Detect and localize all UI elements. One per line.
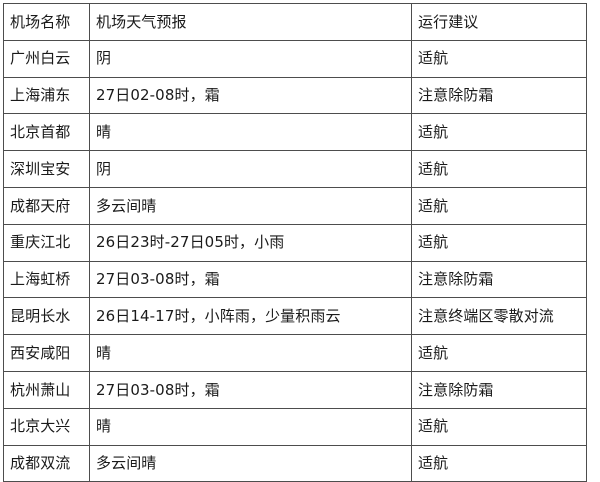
airport-weather-table-container: 机场名称 机场天气预报 运行建议 广州白云 阴 适航 上海浦东 27日02-08… [3,3,587,482]
table-row: 广州白云 阴 适航 [3,39,587,78]
cell-forecast: 多云间晴 [89,444,412,482]
airport-weather-table: 机场名称 机场天气预报 运行建议 广州白云 阴 适航 上海浦东 27日02-08… [3,3,587,482]
table-row: 重庆江北 26日23时-27日05时，小雨 适航 [3,223,587,262]
cell-advice: 适航 [411,186,587,225]
cell-advice: 注意除防霜 [411,370,587,409]
cell-forecast: 27日02-08时，霜 [89,76,412,115]
cell-advice: 注意除防霜 [411,76,587,115]
cell-airport: 北京大兴 [3,407,90,446]
table-row: 成都天府 多云间晴 适航 [3,186,587,225]
cell-forecast: 晴 [89,407,412,446]
cell-advice: 适航 [411,223,587,262]
cell-advice: 注意除防霜 [411,260,587,299]
table-row: 上海浦东 27日02-08时，霜 注意除防霜 [3,76,587,115]
table-row: 北京大兴 晴 适航 [3,407,587,446]
table-row: 北京首都 晴 适航 [3,113,587,152]
table-row: 成都双流 多云间晴 适航 [3,444,587,482]
table-body: 广州白云 阴 适航 上海浦东 27日02-08时，霜 注意除防霜 北京首都 晴 … [3,39,587,482]
table-row: 西安咸阳 晴 适航 [3,334,587,372]
cell-airport: 成都天府 [3,186,90,225]
cell-forecast: 晴 [89,334,412,372]
table-row: 上海虹桥 27日03-08时，霜 注意除防霜 [3,260,587,299]
cell-forecast: 多云间晴 [89,186,412,225]
cell-airport: 上海虹桥 [3,260,90,299]
cell-airport: 杭州萧山 [3,370,90,409]
cell-airport: 深圳宝安 [3,150,90,188]
table-row: 杭州萧山 27日03-08时，霜 注意除防霜 [3,370,587,409]
cell-airport: 广州白云 [3,39,90,78]
cell-airport: 成都双流 [3,444,90,482]
cell-airport: 重庆江北 [3,223,90,262]
cell-advice: 适航 [411,39,587,78]
cell-airport: 上海浦东 [3,76,90,115]
cell-advice: 适航 [411,334,587,372]
cell-airport: 昆明长水 [3,297,90,336]
table-row: 昆明长水 26日14-17时，小阵雨，少量积雨云 注意终端区零散对流 [3,297,587,336]
cell-forecast: 阴 [89,39,412,78]
cell-airport: 西安咸阳 [3,334,90,372]
cell-forecast: 26日14-17时，小阵雨，少量积雨云 [89,297,412,336]
cell-advice: 适航 [411,113,587,152]
column-header-forecast: 机场天气预报 [89,3,412,41]
cell-airport: 北京首都 [3,113,90,152]
cell-advice: 适航 [411,150,587,188]
cell-forecast: 晴 [89,113,412,152]
column-header-advice: 运行建议 [411,3,587,41]
column-header-airport: 机场名称 [3,3,90,41]
cell-forecast: 26日23时-27日05时，小雨 [89,223,412,262]
table-header-row: 机场名称 机场天气预报 运行建议 [3,3,587,41]
table-header: 机场名称 机场天气预报 运行建议 [3,3,587,41]
cell-forecast: 27日03-08时，霜 [89,260,412,299]
cell-advice: 适航 [411,407,587,446]
cell-forecast: 阴 [89,150,412,188]
cell-advice: 注意终端区零散对流 [411,297,587,336]
cell-forecast: 27日03-08时，霜 [89,370,412,409]
cell-advice: 适航 [411,444,587,482]
table-row: 深圳宝安 阴 适航 [3,150,587,188]
